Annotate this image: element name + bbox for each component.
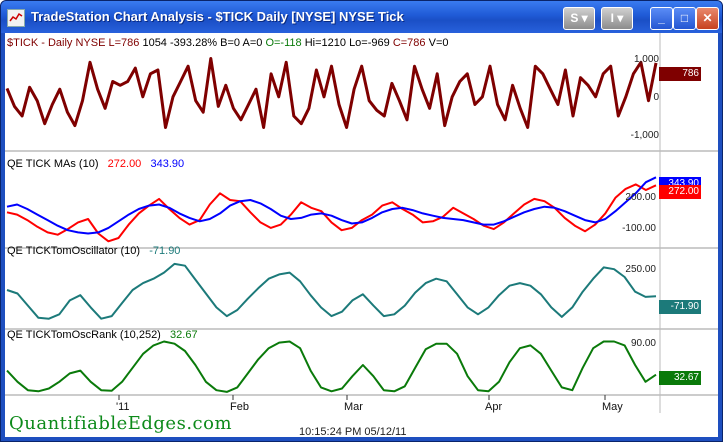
panel1-close: C=786 bbox=[392, 37, 426, 49]
chart-canvas[interactable] bbox=[5, 33, 718, 437]
panel4-name: QE TICKTomOscRank (10,252) bbox=[7, 329, 161, 341]
p1-axis-0: 0 bbox=[653, 92, 659, 103]
symbol-link-button[interactable]: S ▾ bbox=[563, 7, 595, 30]
p1-axis-neg1000: -1,000 bbox=[630, 130, 659, 141]
series-line-slow[interactable] bbox=[6, 176, 657, 235]
panel4-value: 32.67 bbox=[170, 329, 198, 341]
panel4-header: QE TICKTomOscRank (10,252) 32.67 bbox=[7, 329, 198, 341]
panel1-bid: B=0 bbox=[220, 37, 241, 49]
minimize-button[interactable]: _ bbox=[650, 7, 673, 30]
panel1-last: L=786 bbox=[108, 37, 140, 49]
series-line-fast[interactable] bbox=[6, 183, 657, 243]
panel1-low: Lo=-969 bbox=[349, 37, 390, 49]
maximize-button[interactable]: □ bbox=[673, 7, 696, 30]
brand-watermark: QuantifiableEdges.com bbox=[9, 413, 233, 434]
chart-app-icon bbox=[7, 9, 25, 27]
p4-axis-90: 90.00 bbox=[630, 338, 656, 349]
series-line-osc[interactable] bbox=[6, 262, 657, 320]
indicator-link-button[interactable]: I ▾ bbox=[601, 7, 633, 30]
x-label-may: May bbox=[602, 401, 623, 413]
panel2-header: QE TICK MAs (10) 272.00 343.90 bbox=[7, 158, 184, 170]
p1-axis-1000: 1,000 bbox=[633, 54, 659, 65]
p2-fast-tag: 272.00 bbox=[659, 185, 701, 199]
panel2-name: QE TICK MAs (10) bbox=[7, 158, 99, 170]
panel2-slow-value: 343.90 bbox=[150, 158, 185, 170]
p2-axis-neg100: -100.00 bbox=[622, 223, 656, 234]
x-label-apr: Apr bbox=[485, 401, 503, 413]
panel1-ask: A=0 bbox=[242, 37, 263, 49]
panel1-symbol: $TICK - Daily NYSE bbox=[7, 37, 106, 49]
panel1-high: Hi=1210 bbox=[304, 37, 346, 49]
panel1-header: $TICK - Daily NYSE L=786 1054 -393.28% B… bbox=[7, 37, 449, 49]
panel1-open: O=-118 bbox=[265, 37, 302, 49]
title-bar[interactable]: TradeStation Chart Analysis - $TICK Dail… bbox=[1, 1, 722, 33]
panel2-fast-value: 272.00 bbox=[107, 158, 142, 170]
p1-last-tag: 786 bbox=[659, 67, 701, 81]
series-line-$TICK[interactable] bbox=[5, 57, 658, 129]
p3-axis-250: 250.00 bbox=[625, 264, 656, 275]
panel1-volume: V=0 bbox=[428, 37, 449, 49]
x-label-mar: Mar bbox=[344, 401, 363, 413]
p4-last-tag: 32.67 bbox=[659, 371, 701, 385]
timestamp: 10:15:24 PM 05/12/11 bbox=[299, 426, 407, 438]
panel1-pct: -393.28% bbox=[170, 37, 218, 49]
panel3-value: -71.90 bbox=[149, 245, 181, 257]
close-button[interactable]: ✕ bbox=[696, 7, 719, 30]
p2-axis-200: 200.00 bbox=[625, 192, 656, 203]
chart-area[interactable]: $TICK - Daily NYSE L=786 1054 -393.28% B… bbox=[5, 33, 718, 438]
panel3-name: QE TICKTomOscillator (10) bbox=[7, 245, 141, 257]
panel3-header: QE TICKTomOscillator (10) -71.90 bbox=[7, 245, 180, 257]
x-label-jan: '11 bbox=[116, 401, 130, 413]
x-label-feb: Feb bbox=[230, 401, 249, 413]
series-line-rank[interactable] bbox=[6, 340, 657, 393]
window-title: TradeStation Chart Analysis - $TICK Dail… bbox=[31, 9, 404, 24]
p3-last-tag: -71.90 bbox=[659, 300, 701, 314]
panel1-change: 1054 bbox=[142, 37, 167, 49]
